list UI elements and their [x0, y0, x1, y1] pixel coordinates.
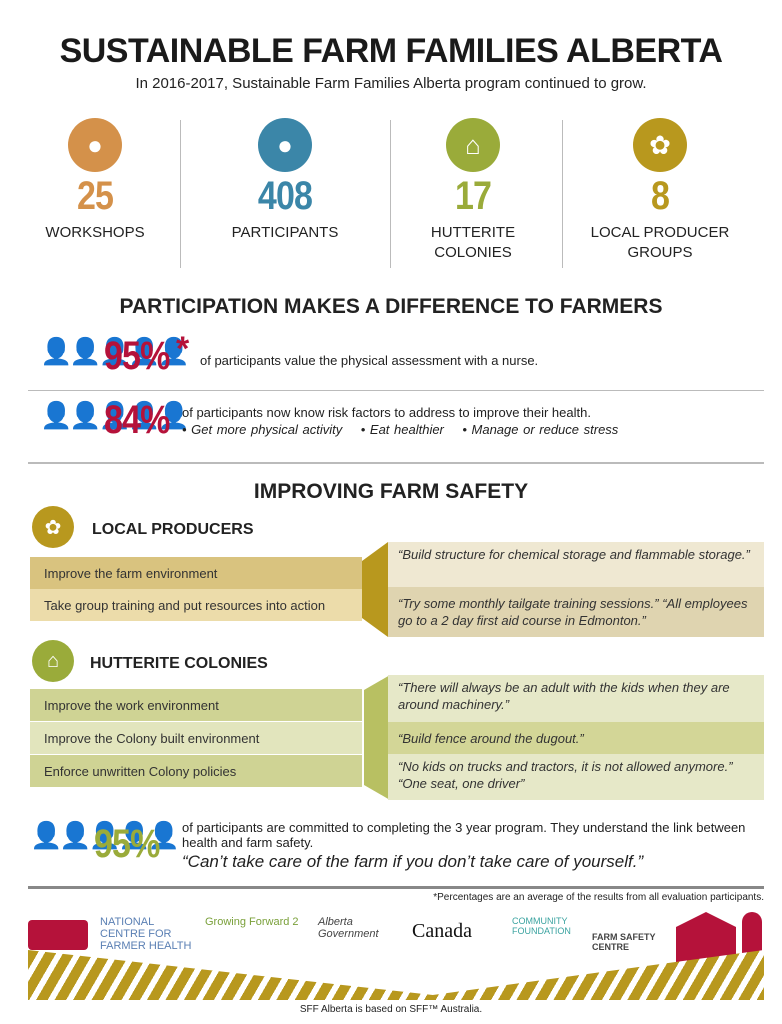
quote: “No kids on trucks and tractors, it is n… — [388, 754, 764, 800]
commit-text: of participants are committed to complet… — [182, 820, 746, 850]
stat-participants: ● 408 PARTICIPANTS — [190, 118, 380, 243]
hutterite-heading: HUTTERITE COLONIES — [90, 655, 268, 672]
participation-heading: PARTICIPATION MAKES A DIFFERENCE TO FARM… — [119, 295, 663, 318]
stat-local-groups: ✿ 8 LOCAL PRODUCER GROUPS — [565, 118, 755, 263]
credit: SFF Alberta is based on SFF™ Australia. — [299, 1004, 483, 1015]
divider — [28, 390, 764, 391]
divider — [180, 120, 181, 268]
silo-icon — [742, 912, 762, 962]
page-title: SUSTAINABLE FARM FAMILIES ALBERTA — [59, 32, 723, 70]
action-row: Improve the work environment — [30, 689, 362, 721]
field-illustration — [28, 950, 764, 1000]
barn-icon: ⌂ — [446, 118, 500, 172]
barn-icon — [676, 912, 736, 962]
barn-icon: ⌂ — [32, 640, 74, 682]
stat-number: 8 — [650, 174, 670, 218]
stat-label: PARTICIPANTS — [231, 224, 339, 241]
asterisk: * — [176, 330, 190, 368]
stat-number: 17 — [454, 174, 492, 218]
hand-plant-icon: ✿ — [32, 506, 74, 548]
pct-commit: 95% — [94, 822, 160, 866]
nurse-text: of participants value the physical asses… — [200, 353, 539, 368]
quote: “Build structure for chemical storage an… — [388, 542, 764, 587]
bullet: • Manage or reduce stress — [462, 422, 619, 437]
action-row: Improve the farm environment — [30, 557, 362, 589]
pct-nurse: 95% — [104, 334, 170, 378]
logo-farm-safety: FARM SAFETY CENTRE — [592, 932, 656, 952]
safety-heading: IMPROVING FARM SAFETY — [253, 480, 529, 503]
family-icon: ● — [258, 118, 312, 172]
divider — [562, 120, 563, 268]
bullet-list: • Get more physical activity • Eat healt… — [182, 422, 618, 437]
local-producers-heading: LOCAL PRODUCERS — [92, 521, 254, 538]
subtitle: In 2016-2017, Sustainable Farm Families … — [135, 75, 647, 92]
stat-number: 408 — [257, 174, 313, 218]
commit-quote: “Can’t take care of the farm if you don’… — [182, 852, 644, 871]
quote: “Build fence around the dugout.” — [388, 722, 764, 754]
connector-arrow — [362, 542, 388, 637]
logo-growing-forward: Growing Forward 2 — [205, 916, 299, 928]
quote: “There will always be an adult with the … — [388, 675, 764, 722]
divider — [390, 120, 391, 268]
people-icon-group: 👤👤👤👤👤 — [40, 400, 190, 430]
tractor-icon — [28, 920, 88, 950]
connector-arrow — [364, 675, 390, 800]
logo-alberta: Alberta Government — [318, 916, 379, 940]
stat-hutterite: ⌂ 17 HUTTERITE COLONIES — [378, 118, 568, 263]
risk-text: of participants now know risk factors to… — [182, 405, 591, 420]
people-icon-group: 👤👤👤👤👤 — [40, 336, 190, 366]
bullet: • Eat healthier — [360, 422, 444, 437]
hand-plant-icon: ✿ — [633, 118, 687, 172]
action-row: Enforce unwritten Colony policies — [30, 755, 362, 787]
footnote: *Percentages are an average of the resul… — [433, 892, 764, 903]
divider — [28, 462, 764, 464]
bullet: • Get more physical activity — [182, 422, 343, 437]
logo-canada: Canada — [412, 920, 472, 942]
action-row: Improve the Colony built environment — [30, 722, 362, 754]
pct-risk: 84% — [104, 398, 170, 442]
action-row: Take group training and put resources in… — [30, 589, 362, 621]
group-people-icon: ● — [68, 118, 122, 172]
stat-number: 25 — [76, 174, 114, 218]
logo-farmer-health: NATIONAL CENTRE FOR FARMER HEALTH — [100, 916, 192, 952]
stat-label: HUTTERITE COLONIES — [430, 224, 516, 261]
quote: “Try some monthly tailgate training sess… — [388, 587, 764, 637]
stat-label: LOCAL PRODUCER GROUPS — [590, 224, 730, 261]
logo-community-foundation: COMMUNITY FOUNDATION — [512, 916, 571, 936]
stat-workshops: ● 25 WORKSHOPS — [0, 118, 190, 243]
divider — [28, 886, 764, 889]
people-icon-group: 👤👤👤👤👤 — [30, 820, 180, 850]
stat-label: WORKSHOPS — [45, 224, 145, 241]
